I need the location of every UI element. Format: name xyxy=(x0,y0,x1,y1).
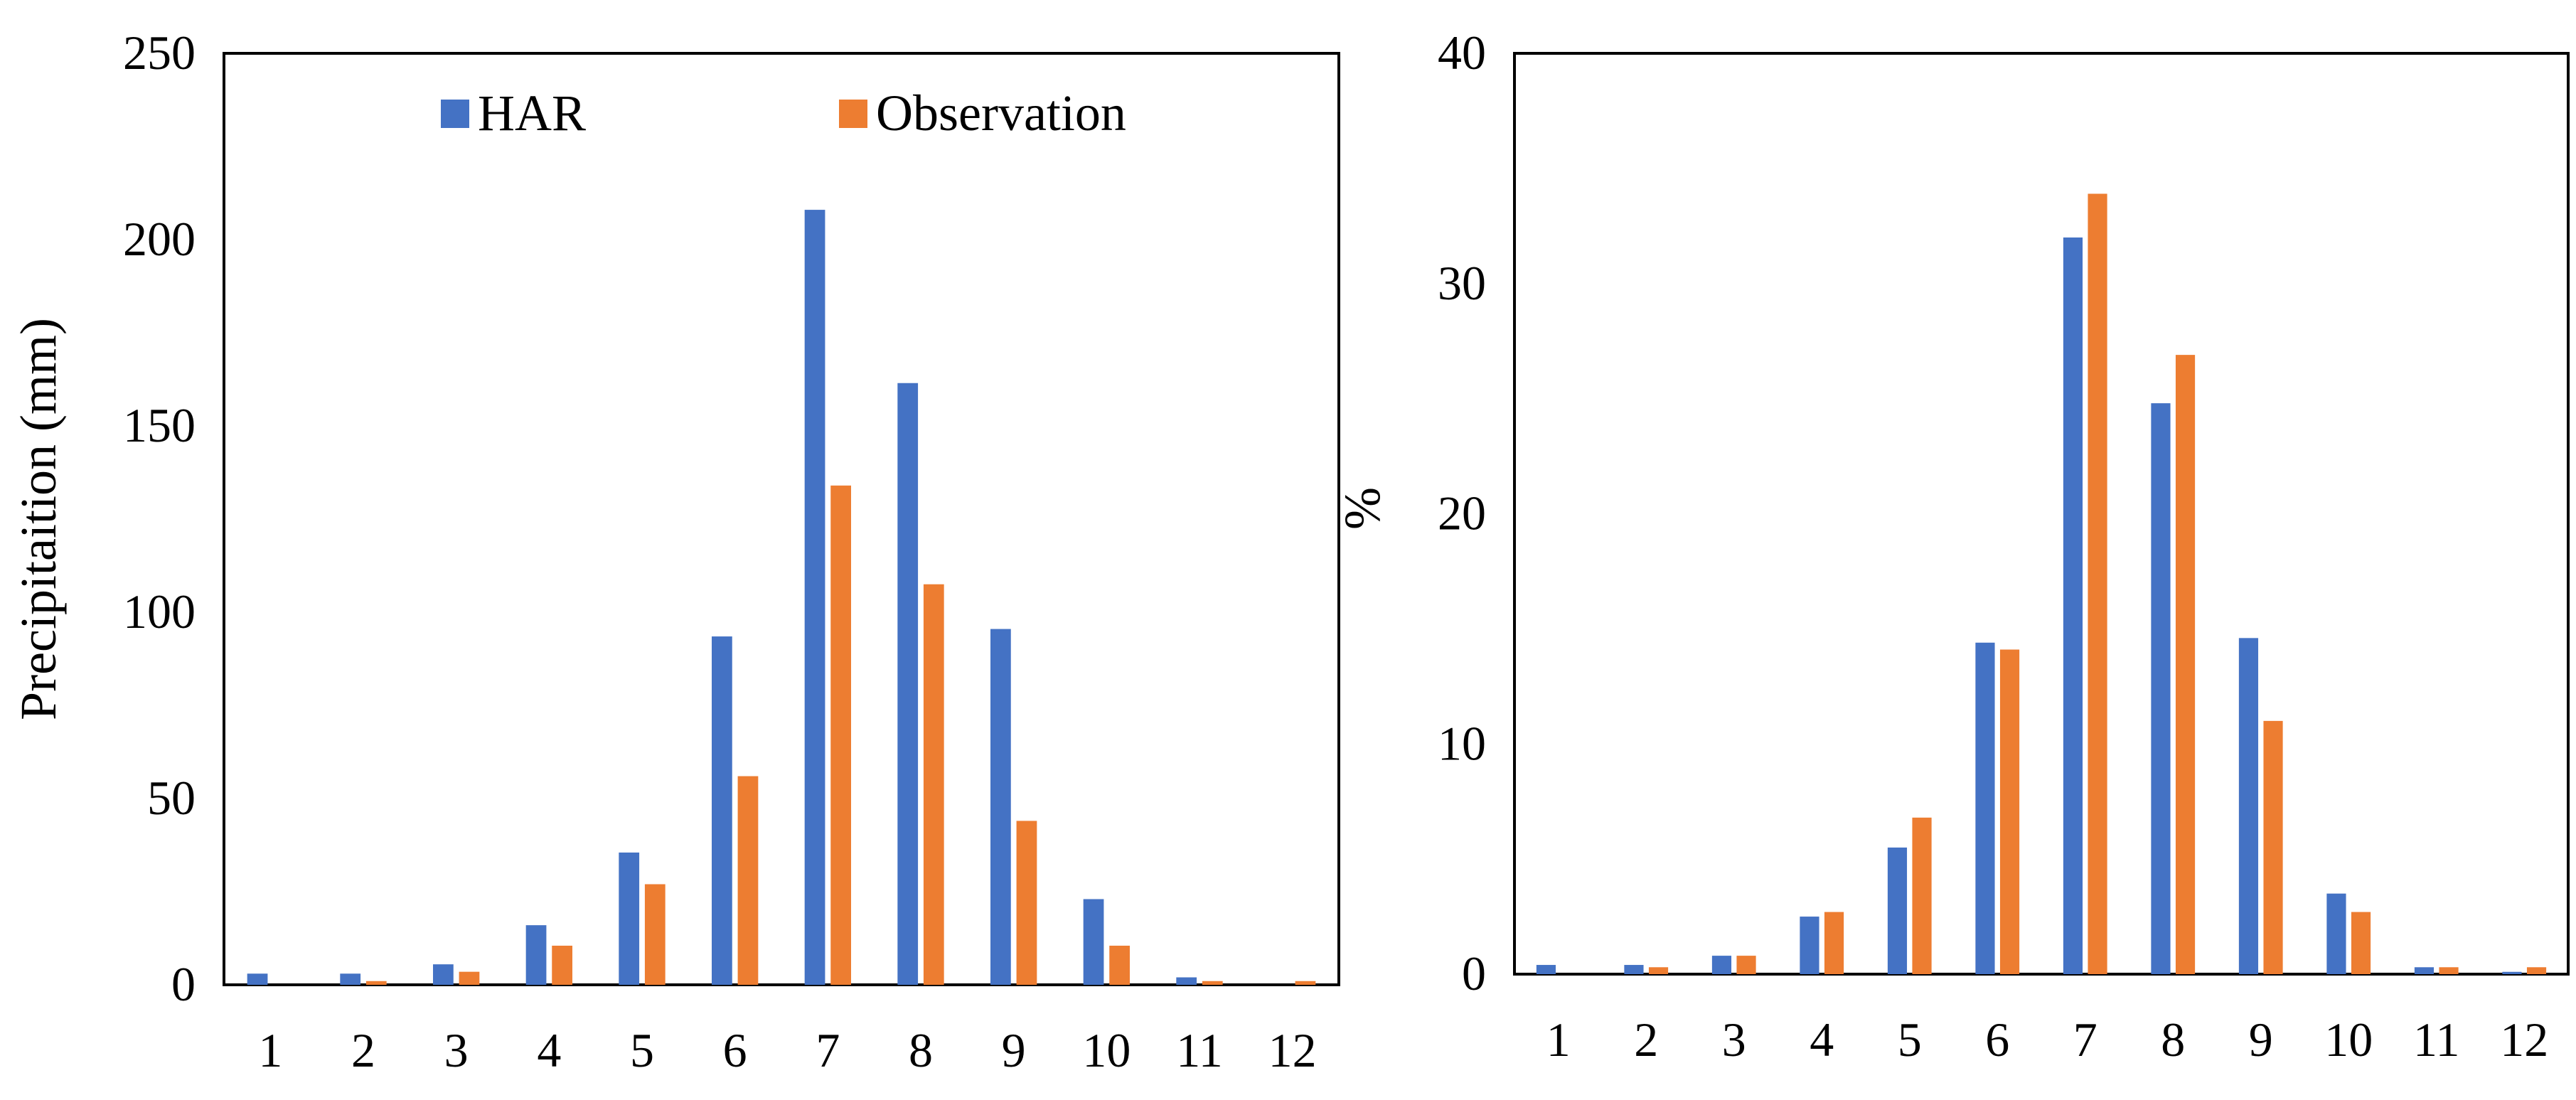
y-tick-label: 50 xyxy=(147,771,196,825)
x-tick-label: 9 xyxy=(1002,1023,1026,1077)
y-tick-label: 150 xyxy=(123,398,196,452)
x-tick-label: 12 xyxy=(2500,1013,2548,1067)
bar-har-month-5 xyxy=(619,852,640,985)
bar-observation-month-3 xyxy=(1736,956,1756,974)
bar-observation-month-10 xyxy=(1109,945,1130,985)
bar-har-month-4 xyxy=(1800,917,1819,974)
bar-observation-month-9 xyxy=(2263,720,2283,974)
x-tick-label: 2 xyxy=(351,1023,375,1077)
bar-har-month-10 xyxy=(2326,893,2346,974)
bar-observation-month-3 xyxy=(459,971,480,985)
bar-observation-month-12 xyxy=(1295,981,1316,985)
bar-observation-month-5 xyxy=(644,884,666,985)
legend-label-observation: Observation xyxy=(876,85,1126,141)
bar-har-month-11 xyxy=(2414,967,2435,974)
y-axis-label: Precipitaition (mm) xyxy=(10,318,67,720)
x-tick-label: 10 xyxy=(1082,1023,1131,1077)
x-tick-label: 2 xyxy=(1634,1013,1658,1067)
bar-har-month-8 xyxy=(897,383,919,985)
legend-swatch-har xyxy=(441,100,469,128)
bar-har-month-12 xyxy=(2502,971,2522,974)
bar-har-month-6 xyxy=(1975,642,1995,974)
bar-har-month-10 xyxy=(1083,899,1104,985)
bar-har-month-1 xyxy=(1536,965,1556,974)
x-tick-label: 6 xyxy=(1985,1013,2009,1067)
x-tick-label: 7 xyxy=(816,1023,840,1077)
bar-har-month-3 xyxy=(433,964,454,985)
x-tick-label: 1 xyxy=(1546,1013,1571,1067)
bar-observation-month-9 xyxy=(1016,821,1037,985)
bar-observation-month-8 xyxy=(2175,355,2196,974)
x-tick-label: 6 xyxy=(723,1023,747,1077)
bar-har-month-7 xyxy=(2063,237,2083,974)
x-tick-label: 5 xyxy=(630,1023,654,1077)
bar-observation-month-5 xyxy=(1912,817,1932,974)
x-tick-label: 8 xyxy=(909,1023,933,1077)
bar-observation-month-4 xyxy=(1824,912,1844,974)
bar-har-month-7 xyxy=(804,210,825,986)
bar-har-month-9 xyxy=(990,629,1011,985)
x-tick-label: 4 xyxy=(537,1023,561,1077)
bar-har-month-9 xyxy=(2238,638,2259,974)
bar-observation-month-7 xyxy=(830,485,851,985)
legend-label-har: HAR xyxy=(478,85,586,141)
y-tick-label: 0 xyxy=(1462,946,1486,1000)
x-tick-label: 5 xyxy=(1898,1013,1922,1067)
x-tick-label: 8 xyxy=(2161,1013,2185,1067)
y-tick-label: 100 xyxy=(123,584,196,639)
legend: HAR Observation xyxy=(441,85,1126,141)
y-axis-label: % xyxy=(1334,487,1391,530)
bar-har-month-5 xyxy=(1887,847,1908,974)
bar-observation-month-4 xyxy=(552,945,572,985)
y-tick-label: 0 xyxy=(171,957,196,1011)
x-tick-label: 9 xyxy=(2249,1013,2273,1067)
bar-har-month-1 xyxy=(247,973,268,985)
x-tick-label: 3 xyxy=(1722,1013,1746,1067)
bar-observation-month-11 xyxy=(1202,981,1223,985)
x-tick-label: 4 xyxy=(1810,1013,1834,1067)
x-tick-label: 11 xyxy=(2413,1013,2459,1067)
x-tick-label: 1 xyxy=(258,1023,282,1077)
bar-har-month-11 xyxy=(1176,977,1197,985)
bar-observation-month-8 xyxy=(923,584,944,985)
y-tick-label: 200 xyxy=(123,212,196,266)
x-tick-label: 7 xyxy=(2073,1013,2097,1067)
bar-observation-month-6 xyxy=(737,776,759,985)
x-tick-label: 3 xyxy=(444,1023,469,1077)
x-tick-label: 11 xyxy=(1176,1023,1222,1077)
bar-observation-month-11 xyxy=(2439,967,2459,974)
x-tick-label: 10 xyxy=(2324,1013,2373,1067)
plot-frame xyxy=(1513,52,2570,976)
y-tick-label: 20 xyxy=(1438,486,1486,540)
x-tick-label: 12 xyxy=(1268,1023,1317,1077)
y-tick-label: 10 xyxy=(1438,716,1486,770)
plot-frame xyxy=(223,52,1340,986)
y-tick-label: 40 xyxy=(1438,26,1486,80)
bar-har-month-6 xyxy=(712,636,732,985)
bar-observation-month-10 xyxy=(2351,912,2371,974)
bar-observation-month-6 xyxy=(1999,649,2020,974)
bar-observation-month-12 xyxy=(2526,967,2547,974)
y-tick-label: 30 xyxy=(1438,256,1486,310)
bar-har-month-8 xyxy=(2151,403,2171,974)
bar-har-month-4 xyxy=(525,925,547,985)
bar-observation-month-2 xyxy=(1648,967,1669,974)
bar-har-month-2 xyxy=(1624,965,1644,974)
bar-observation-month-7 xyxy=(2088,193,2107,974)
legend-swatch-observation xyxy=(839,100,867,128)
bar-har-month-3 xyxy=(1711,956,1732,974)
y-tick-label: 250 xyxy=(123,26,196,80)
bar-har-month-2 xyxy=(340,973,361,985)
bar-observation-month-2 xyxy=(365,981,387,985)
